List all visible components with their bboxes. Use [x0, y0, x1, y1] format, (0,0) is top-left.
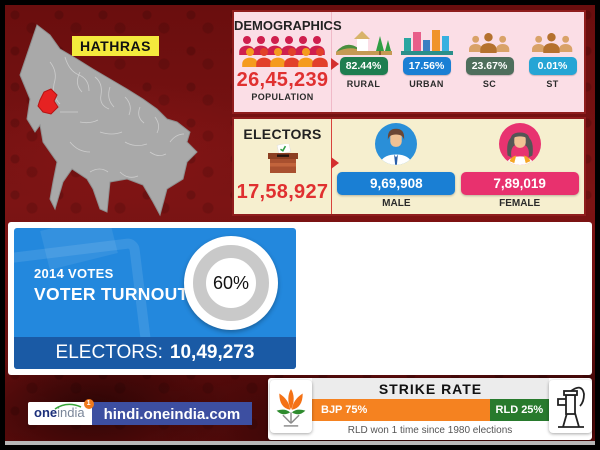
electors-by-sex: 9,69,908 MALE 7,89,019 [332, 119, 584, 214]
logo-badge-icon: 1 [83, 399, 94, 409]
turnout-title-line: VOTER TURNOUT [34, 284, 189, 304]
state-outline [19, 24, 198, 217]
male-value-badge: 9,69,908 [337, 172, 456, 195]
st-value-badge: 0.01% [528, 57, 577, 75]
electors-total-value: 17,58,927 [236, 181, 329, 203]
turnout-electors-label: ELECTORS: [55, 342, 163, 363]
stat-sc: 23.67% SC [458, 26, 521, 112]
turnout-electors-strip: ELECTORS: 10,49,273 [14, 337, 296, 369]
oneindia-logo: oneindia 1 [28, 399, 94, 425]
female-label: FEMALE [499, 198, 541, 209]
turnout-donut-ring: 60% [193, 245, 269, 321]
turnout-year-line: 2014 VOTES [34, 266, 114, 281]
hathras-district-highlight [37, 88, 59, 115]
male-electors-group: 9,69,908 MALE [337, 123, 456, 214]
rural-icon [332, 26, 395, 56]
uttar-pradesh-map [19, 24, 198, 217]
population-block: DEMOGRAPHICS 26,45,239 POPULATION [234, 12, 342, 112]
site-url[interactable]: hindi.oneindia.com [91, 402, 253, 425]
sc-label: SC [482, 79, 497, 89]
bottom-edge-strip [5, 441, 595, 445]
female-electors-group: 7,89,019 FEMALE [460, 123, 579, 214]
stat-urban: 17.56% URBAN [395, 26, 458, 112]
male-avatar [375, 123, 418, 165]
rural-value-badge: 82.44% [339, 57, 388, 75]
logo-swoosh-icon [54, 403, 82, 410]
demographics-title: DEMOGRAPHICS [234, 18, 342, 33]
arrow-icon [331, 157, 339, 169]
sc-value-badge: 23.67% [465, 57, 514, 75]
ballot-box-icon [267, 142, 298, 173]
electors-panel: ELECTORS 17,58,927 [232, 117, 586, 216]
population-value: 26,45,239 [236, 69, 329, 91]
turnout-heading: 2014 VOTES VOTER TURNOUT [34, 266, 189, 305]
female-avatar [498, 123, 541, 165]
turnout-panel: 2014 VOTES VOTER TURNOUT 60% ELECTORS: 1… [14, 228, 296, 369]
bjp-bar-segment: BJP 75% [312, 399, 490, 421]
logo-one-text: one [34, 405, 58, 420]
strike-rate-caption: RLD won 1 time since 1980 elections [347, 425, 513, 436]
bjp-lotus-icon [270, 380, 312, 433]
strike-rate-bar: BJP 75% RLD 25% [312, 399, 549, 421]
population-people-icon [238, 36, 328, 67]
female-value-badge: 7,89,019 [460, 172, 579, 195]
male-label: MALE [382, 198, 411, 209]
constituency-label: HATHRAS [72, 36, 159, 56]
turnout-percent: 60% [212, 272, 250, 293]
bjp-bar-label: BJP 75% [321, 404, 368, 416]
logo-india-text: india [57, 405, 85, 420]
turnout-card: 2014 VOTES VOTER TURNOUT 60% ELECTORS: 1… [8, 222, 592, 375]
population-label: POPULATION [251, 92, 314, 102]
strike-rate-title: STRIKE RATE [312, 378, 549, 399]
turnout-electors-value: 10,49,273 [169, 342, 255, 363]
electors-title: ELECTORS [243, 126, 322, 142]
stat-st: 0.01% ST [521, 26, 584, 112]
st-label: ST [546, 79, 559, 89]
footer-branding: oneindia 1 hindi.oneindia.com [28, 399, 253, 425]
demographics-panel: DEMOGRAPHICS 26,45,239 POPULATION [232, 10, 586, 114]
urban-value-badge: 17.56% [402, 57, 451, 75]
electors-total-block: ELECTORS 17,58,927 [234, 119, 339, 214]
turnout-donut: 60% [184, 236, 278, 330]
demographic-stats: 82.44% RURAL 17.56% URBAN [332, 12, 584, 112]
arrow-icon [331, 58, 339, 70]
stat-rural: 82.44% RURAL [332, 26, 395, 112]
urban-label: URBAN [409, 79, 444, 89]
rld-bar-label: RLD 25% [495, 404, 544, 416]
rld-handpump-icon [549, 380, 592, 433]
rld-bar-segment: RLD 25% [489, 399, 549, 421]
rural-label: RURAL [346, 79, 381, 89]
st-people-icon [521, 26, 584, 56]
sc-people-icon [458, 26, 521, 56]
strike-rate-card: STRIKE RATE BJP 75% RLD 25% RLD won 1 ti… [268, 378, 592, 440]
urban-icon [395, 26, 458, 56]
district-borders [49, 56, 185, 178]
